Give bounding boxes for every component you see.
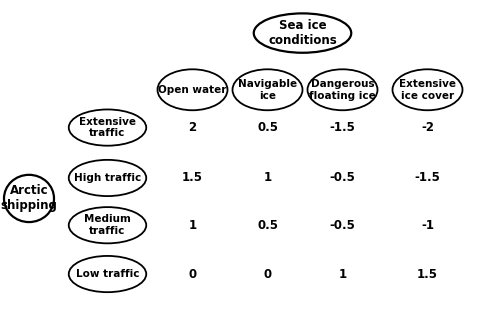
Text: -0.5: -0.5 xyxy=(330,171,355,185)
Text: Medium
traffic: Medium traffic xyxy=(84,215,131,236)
Text: -0.5: -0.5 xyxy=(330,219,355,232)
Text: -1.5: -1.5 xyxy=(330,121,355,134)
Text: High traffic: High traffic xyxy=(74,173,141,183)
Ellipse shape xyxy=(308,69,378,110)
Text: 1.5: 1.5 xyxy=(182,171,203,185)
Text: 1: 1 xyxy=(338,267,346,281)
Ellipse shape xyxy=(69,256,146,292)
Text: 1: 1 xyxy=(264,171,272,185)
Ellipse shape xyxy=(4,175,54,222)
Text: Navigable
ice: Navigable ice xyxy=(238,79,297,100)
Text: Extensive
ice cover: Extensive ice cover xyxy=(399,79,456,100)
Ellipse shape xyxy=(232,69,302,110)
Text: -2: -2 xyxy=(421,121,434,134)
Text: 0: 0 xyxy=(188,267,196,281)
Text: Open water: Open water xyxy=(158,85,226,95)
Text: 0.5: 0.5 xyxy=(257,219,278,232)
Text: -1.5: -1.5 xyxy=(414,171,440,185)
Text: 0: 0 xyxy=(264,267,272,281)
Text: Arctic
shipping: Arctic shipping xyxy=(0,185,58,212)
Text: 2: 2 xyxy=(188,121,196,134)
Ellipse shape xyxy=(254,13,351,53)
Ellipse shape xyxy=(69,109,146,146)
Text: -1: -1 xyxy=(421,219,434,232)
Ellipse shape xyxy=(158,69,228,110)
Ellipse shape xyxy=(392,69,462,110)
Ellipse shape xyxy=(69,207,146,243)
Text: Sea ice
conditions: Sea ice conditions xyxy=(268,19,337,47)
Text: 1.5: 1.5 xyxy=(417,267,438,281)
Text: Low traffic: Low traffic xyxy=(76,269,139,279)
Text: 0.5: 0.5 xyxy=(257,121,278,134)
Text: 1: 1 xyxy=(188,219,196,232)
Text: Extensive
traffic: Extensive traffic xyxy=(79,117,136,138)
Text: Dangerous
floating ice: Dangerous floating ice xyxy=(309,79,376,100)
Ellipse shape xyxy=(69,160,146,196)
